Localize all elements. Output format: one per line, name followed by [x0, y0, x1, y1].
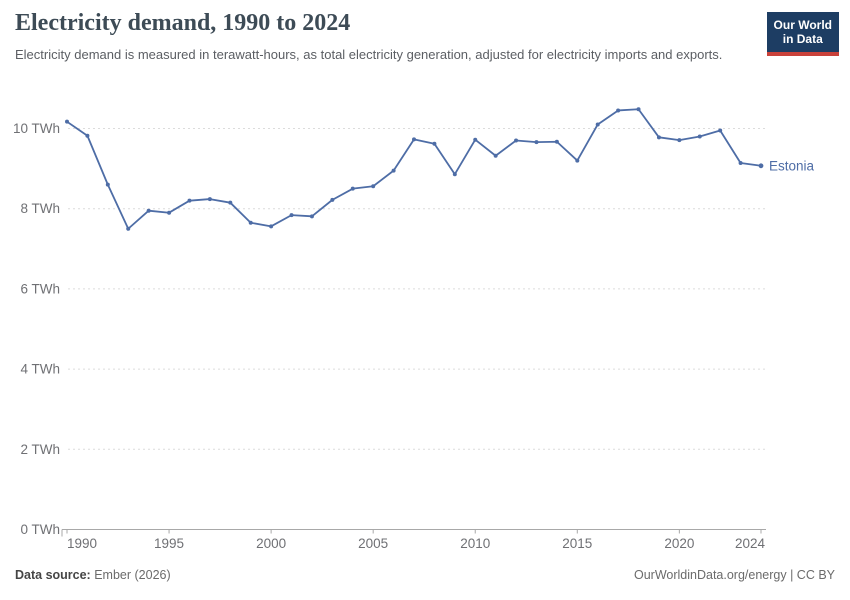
svg-text:1990: 1990 [67, 536, 97, 551]
page-title: Electricity demand, 1990 to 2024 [15, 10, 351, 36]
data-source: Data source: Ember (2026) [15, 568, 171, 582]
owid-logo-line-1: Our World [773, 18, 832, 32]
owid-logo[interactable]: Our World in Data [766, 12, 839, 56]
svg-text:6 TWh: 6 TWh [20, 281, 60, 296]
svg-text:2000: 2000 [256, 536, 286, 551]
svg-text:0 TWh: 0 TWh [20, 522, 60, 537]
chart-footer: Data source: Ember (2026) OurWorldinData… [15, 568, 835, 582]
svg-text:Estonia: Estonia [769, 158, 815, 173]
svg-text:1995: 1995 [154, 536, 184, 551]
owid-logo-line-2: in Data [782, 32, 823, 47]
svg-text:2 TWh: 2 TWh [20, 442, 60, 457]
svg-text:2015: 2015 [562, 536, 592, 551]
svg-text:2010: 2010 [460, 536, 490, 551]
data-source-value: Ember (2026) [90, 568, 171, 582]
chart-header: Electricity demand, 1990 to 2024 Electri… [15, 10, 765, 64]
svg-text:2024: 2024 [735, 536, 766, 551]
page-subtitle: Electricity demand is measured in terawa… [15, 47, 723, 62]
svg-text:4 TWh: 4 TWh [20, 362, 60, 377]
svg-text:2005: 2005 [358, 536, 388, 551]
footer-license-link[interactable]: OurWorldinData.org/energy | CC BY [633, 568, 835, 582]
svg-text:8 TWh: 8 TWh [20, 201, 60, 216]
svg-text:2020: 2020 [664, 536, 694, 551]
svg-text:10 TWh: 10 TWh [13, 121, 60, 136]
data-source-label: Data source: [15, 568, 91, 582]
